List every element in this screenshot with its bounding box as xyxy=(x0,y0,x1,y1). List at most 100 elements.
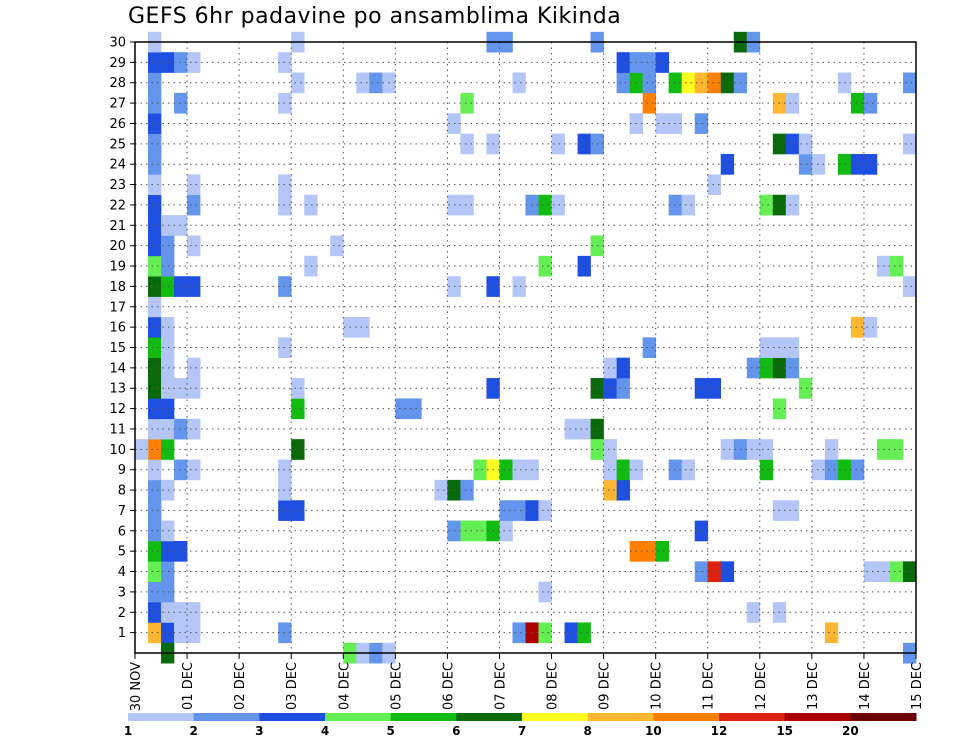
heatmap-cell xyxy=(460,194,474,216)
colorbar-label: 2 xyxy=(189,724,197,738)
heatmap-cell xyxy=(148,561,162,583)
heatmap-cell xyxy=(889,561,904,583)
heatmap-cell xyxy=(460,133,474,155)
colorbar-swatch xyxy=(193,713,260,721)
x-tick-label: 06 DEC xyxy=(441,662,456,710)
heatmap-cell xyxy=(291,500,305,521)
heatmap-cell xyxy=(291,72,305,94)
x-tick-label: 07 DEC xyxy=(493,662,508,710)
heatmap-cell xyxy=(616,459,630,481)
heatmap-cell xyxy=(720,154,735,175)
heatmap-cell xyxy=(291,398,305,420)
colorbar-swatch xyxy=(325,713,392,721)
heatmap-cell xyxy=(369,72,383,94)
heatmap-cell xyxy=(889,439,904,460)
colorbar-swatch xyxy=(850,713,917,721)
heatmap-cell xyxy=(538,255,552,277)
y-tick-label: 8 xyxy=(118,484,126,499)
heatmap-cell xyxy=(707,561,722,583)
y-tick-label: 7 xyxy=(118,504,126,519)
colorbar-swatch xyxy=(784,713,851,721)
heatmap-cell xyxy=(785,337,800,358)
heatmap-cell xyxy=(655,113,669,134)
heatmap-cell xyxy=(148,235,162,257)
heatmap-cell xyxy=(902,133,917,155)
heatmap-cell xyxy=(161,378,175,399)
heatmap-cell xyxy=(148,316,162,338)
heatmap-cell xyxy=(824,459,839,481)
heatmap-cell xyxy=(577,622,591,644)
heatmap-cell xyxy=(785,357,800,379)
heatmap-cell xyxy=(460,520,474,542)
heatmap-cell xyxy=(161,520,175,542)
heatmap-cell xyxy=(330,235,344,257)
heatmap-cell xyxy=(174,52,188,73)
y-tick-label: 12 xyxy=(109,402,126,417)
y-tick-label: 20 xyxy=(109,239,126,254)
heatmap-cell xyxy=(603,459,617,481)
heatmap-cell xyxy=(499,459,513,481)
heatmap-cell xyxy=(538,194,552,216)
heatmap-cell xyxy=(148,479,162,501)
heatmap-cell xyxy=(148,174,162,196)
heatmap-cell xyxy=(798,378,813,399)
heatmap-cell xyxy=(148,500,162,521)
heatmap-cell xyxy=(603,357,617,379)
colorbar-swatch xyxy=(390,713,457,721)
y-tick-label: 19 xyxy=(109,260,126,275)
heatmap-cell xyxy=(356,316,370,338)
heatmap-cell xyxy=(564,622,578,644)
heatmap-cell xyxy=(161,622,175,644)
heatmap-cell xyxy=(148,255,162,277)
heatmap-cell xyxy=(863,561,878,583)
heatmap-cell xyxy=(291,439,305,460)
heatmap-cell xyxy=(798,133,813,155)
heatmap-cell xyxy=(148,72,162,94)
y-tick-label: 6 xyxy=(118,524,126,539)
heatmap-cell xyxy=(148,418,162,440)
colorbar-label: 15 xyxy=(776,724,793,738)
y-tick-label: 3 xyxy=(118,585,126,600)
heatmap-cell xyxy=(707,174,722,196)
y-tick-label: 5 xyxy=(118,545,126,560)
y-tick-label: 24 xyxy=(109,158,126,173)
heatmap-cell xyxy=(148,194,162,216)
y-tick-label: 26 xyxy=(109,117,126,132)
colorbar-label: 8 xyxy=(583,724,591,738)
heatmap-cell xyxy=(161,418,175,440)
heatmap-cell xyxy=(694,561,709,583)
heatmap-cell xyxy=(148,398,162,420)
heatmap-cell xyxy=(512,72,526,94)
heatmap-cell xyxy=(902,72,917,94)
heatmap-cell xyxy=(785,92,800,114)
colorbar-label: 6 xyxy=(452,724,460,738)
y-tick-label: 17 xyxy=(109,300,126,315)
heatmap-cell xyxy=(174,215,188,236)
heatmap-cell xyxy=(577,418,591,440)
heatmap-cell xyxy=(850,459,865,481)
heatmap-cell xyxy=(616,479,630,501)
heatmap-cell xyxy=(187,235,201,257)
heatmap-cell xyxy=(161,52,175,73)
heatmap-cell xyxy=(655,540,669,562)
heatmap-cell xyxy=(863,154,878,175)
heatmap-cell xyxy=(460,92,474,114)
y-tick-label: 29 xyxy=(109,56,126,71)
heatmap-cell xyxy=(174,418,188,440)
colorbar-label: 1 xyxy=(124,724,132,738)
heatmap-cell xyxy=(148,276,162,297)
colorbar-label: 5 xyxy=(386,724,394,738)
heatmap-cell xyxy=(798,154,813,175)
heatmap-cell xyxy=(148,215,162,236)
heatmap-cell xyxy=(304,255,318,277)
colorbar-label: 12 xyxy=(711,724,728,738)
heatmap-cell xyxy=(174,622,188,644)
heatmap-cell xyxy=(473,459,487,481)
heatmap-cell xyxy=(148,52,162,73)
heatmap-cell xyxy=(161,602,175,623)
x-tick-label: 08 DEC xyxy=(546,662,561,710)
colorbar-swatch xyxy=(719,713,786,721)
heatmap-cell xyxy=(681,194,696,216)
heatmap-cell xyxy=(174,459,188,481)
heatmap-cell xyxy=(746,439,761,460)
